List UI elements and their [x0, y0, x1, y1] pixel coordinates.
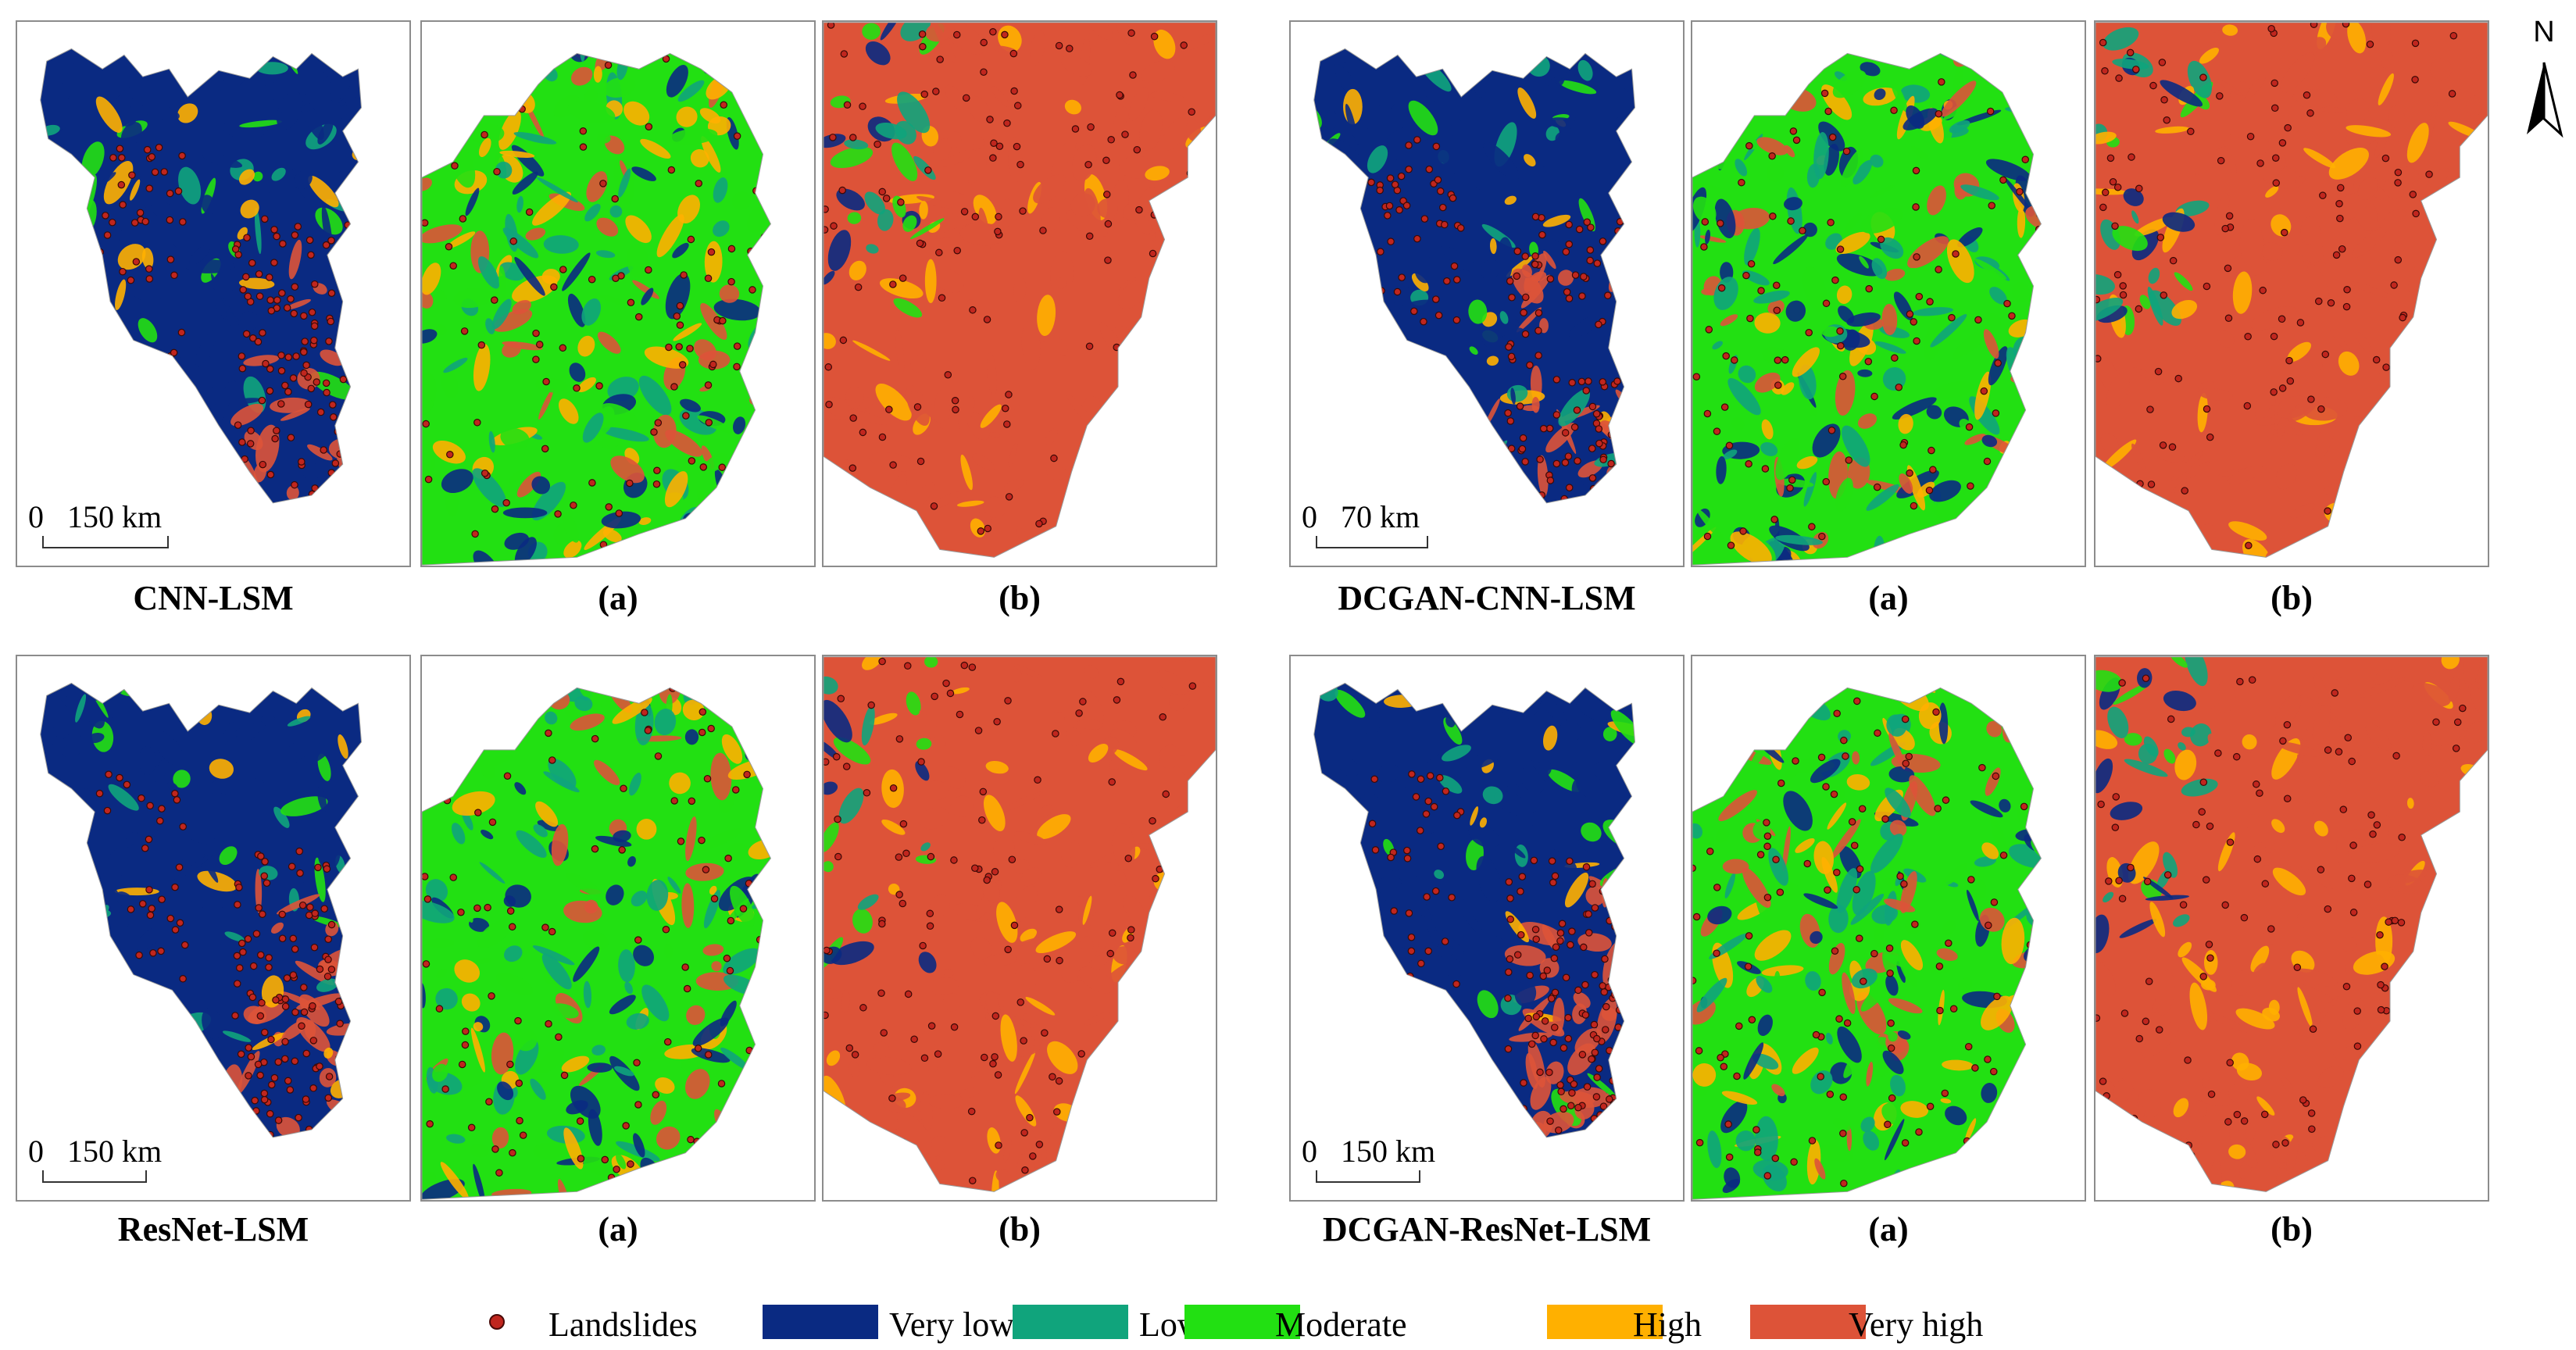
susceptibility-map-zoom-b	[824, 22, 1216, 558]
map-zoom-b-dcgan-resnet	[2094, 655, 2489, 1202]
map-zoom-a-resnet	[420, 655, 816, 1202]
susceptibility-map-overview	[40, 682, 363, 1138]
map-zoom-a-dcgan-cnn	[1691, 20, 2086, 567]
panel-b-caption: (b)	[2271, 1210, 2313, 1248]
map-overview-dcgan-resnet: 0 150 km	[1289, 655, 1685, 1202]
model-caption: DCGAN-ResNet-LSM	[1322, 1210, 1652, 1248]
scale-bar-line	[42, 1170, 147, 1183]
scale-bar-label: 0 150 km	[28, 1134, 163, 1169]
scale-bar-line	[42, 536, 169, 548]
legend-label: Landslides	[548, 1305, 698, 1344]
susceptibility-map-zoom-a	[422, 687, 772, 1200]
scale-bar-line	[1316, 536, 1428, 548]
model-caption: DCGAN-CNN-LSM	[1338, 579, 1636, 617]
very-high-swatch	[1750, 1305, 1866, 1339]
map-zoom-b-dcgan-cnn	[2094, 20, 2489, 567]
susceptibility-map-zoom-a	[1692, 687, 2042, 1200]
legend-label: Very high	[1849, 1305, 1984, 1344]
model-caption: CNN-LSM	[133, 579, 294, 617]
panel-a-caption: (a)	[598, 579, 638, 617]
scale-bar: 0 150 km	[1302, 1133, 1436, 1183]
legend-label: Very low	[889, 1305, 1015, 1344]
scale-bar-label: 0 150 km	[28, 499, 163, 534]
moderate-swatch	[1184, 1305, 1300, 1339]
susceptibility-map-zoom-b	[824, 656, 1216, 1192]
panel-a-caption: (a)	[1868, 579, 1909, 617]
map-zoom-b-resnet	[822, 655, 1217, 1202]
susceptibility-map-overview	[1313, 48, 1636, 504]
scale-bar-label: 0 70 km	[1302, 499, 1420, 534]
map-overview-resnet: 0 150 km	[16, 655, 411, 1202]
map-overview-cnn: 0 150 km	[16, 20, 411, 567]
low-swatch	[1013, 1305, 1128, 1339]
scale-bar-line	[1316, 1170, 1420, 1183]
model-caption: ResNet-LSM	[117, 1210, 309, 1248]
high-swatch	[1547, 1305, 1663, 1339]
map-zoom-a-cnn	[420, 20, 816, 567]
north-arrow-icon	[2527, 62, 2563, 138]
map-zoom-b-cnn	[822, 20, 1217, 567]
legend-label: Moderate	[1275, 1305, 1407, 1344]
very-low-swatch	[763, 1305, 878, 1339]
map-zoom-a-dcgan-resnet	[1691, 655, 2086, 1202]
scale-bar: 0 70 km	[1302, 498, 1428, 548]
susceptibility-map-zoom-b	[2095, 656, 2488, 1192]
scale-bar-label: 0 150 km	[1302, 1134, 1436, 1169]
susceptibility-map-overview	[1313, 682, 1636, 1138]
susceptibility-map-zoom-b	[2095, 22, 2488, 558]
scale-bar: 0 150 km	[28, 1133, 163, 1183]
scale-bar: 0 150 km	[28, 498, 169, 548]
panel-a-caption: (a)	[598, 1210, 638, 1248]
map-overview-dcgan-cnn: 0 70 km	[1289, 20, 1685, 567]
panel-b-caption: (b)	[2271, 579, 2313, 617]
susceptibility-map-zoom-a	[1692, 52, 2042, 566]
legend-label: High	[1633, 1305, 1702, 1344]
panel-b-caption: (b)	[999, 579, 1041, 617]
north-arrow: N	[2522, 16, 2566, 141]
landslide-dot-icon	[489, 1314, 505, 1330]
panel-a-caption: (a)	[1868, 1210, 1909, 1248]
panel-b-caption: (b)	[999, 1210, 1041, 1248]
north-label: N	[2533, 16, 2555, 48]
susceptibility-map-overview	[40, 48, 363, 504]
susceptibility-map-zoom-a	[422, 52, 772, 566]
